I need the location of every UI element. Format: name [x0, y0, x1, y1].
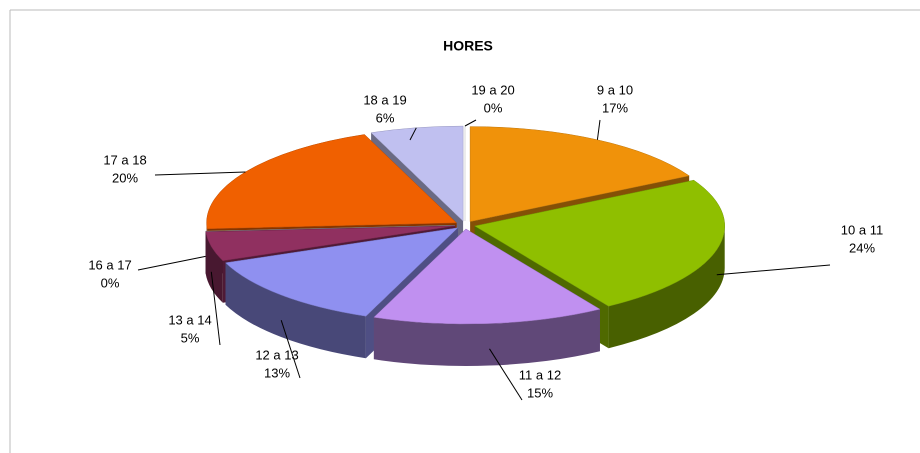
slice-label: 16 a 17	[88, 257, 131, 272]
slice	[373, 228, 601, 325]
leader-line	[489, 348, 523, 401]
slice-value-label: 24%	[849, 240, 875, 255]
slice-value-label: 15%	[527, 385, 553, 400]
slice-value-label: 0%	[101, 275, 120, 290]
leader-line	[716, 264, 831, 276]
slice	[370, 125, 464, 222]
leader-line	[464, 119, 477, 127]
slice-label: 12 a 13	[255, 347, 298, 362]
slice-label: 10 a 11	[841, 222, 883, 237]
leader-line	[210, 271, 221, 346]
slice-label: 18 a 19	[363, 92, 406, 107]
slice	[205, 225, 456, 262]
slice-outer-wall	[373, 309, 600, 366]
slice	[474, 179, 725, 307]
slice-outer-wall	[225, 262, 366, 359]
slice-label: 17 a 18	[103, 152, 146, 167]
leader-line	[154, 171, 246, 176]
slice-value-label: 13%	[264, 365, 290, 380]
slice	[205, 225, 456, 232]
leader-line	[596, 119, 601, 140]
slice-label: 13 a 14	[168, 312, 211, 327]
slice-outer-wall	[205, 231, 223, 303]
slice-value-label: 17%	[602, 100, 628, 115]
leader-line	[409, 127, 417, 141]
slice	[469, 126, 690, 222]
slice	[224, 227, 459, 317]
slice-value-label: 0%	[484, 100, 503, 115]
slice-value-label: 6%	[376, 110, 395, 125]
chart-title: HORES	[443, 38, 493, 54]
leader-line	[137, 255, 206, 271]
leader-line	[280, 320, 301, 379]
slice-label: 9 a 10	[597, 82, 633, 97]
slice-value-label: 5%	[181, 330, 200, 345]
slice-value-label: 20%	[112, 170, 138, 185]
slice-label: 19 a 20	[471, 82, 514, 97]
slice-label: 11 a 12	[519, 367, 561, 382]
